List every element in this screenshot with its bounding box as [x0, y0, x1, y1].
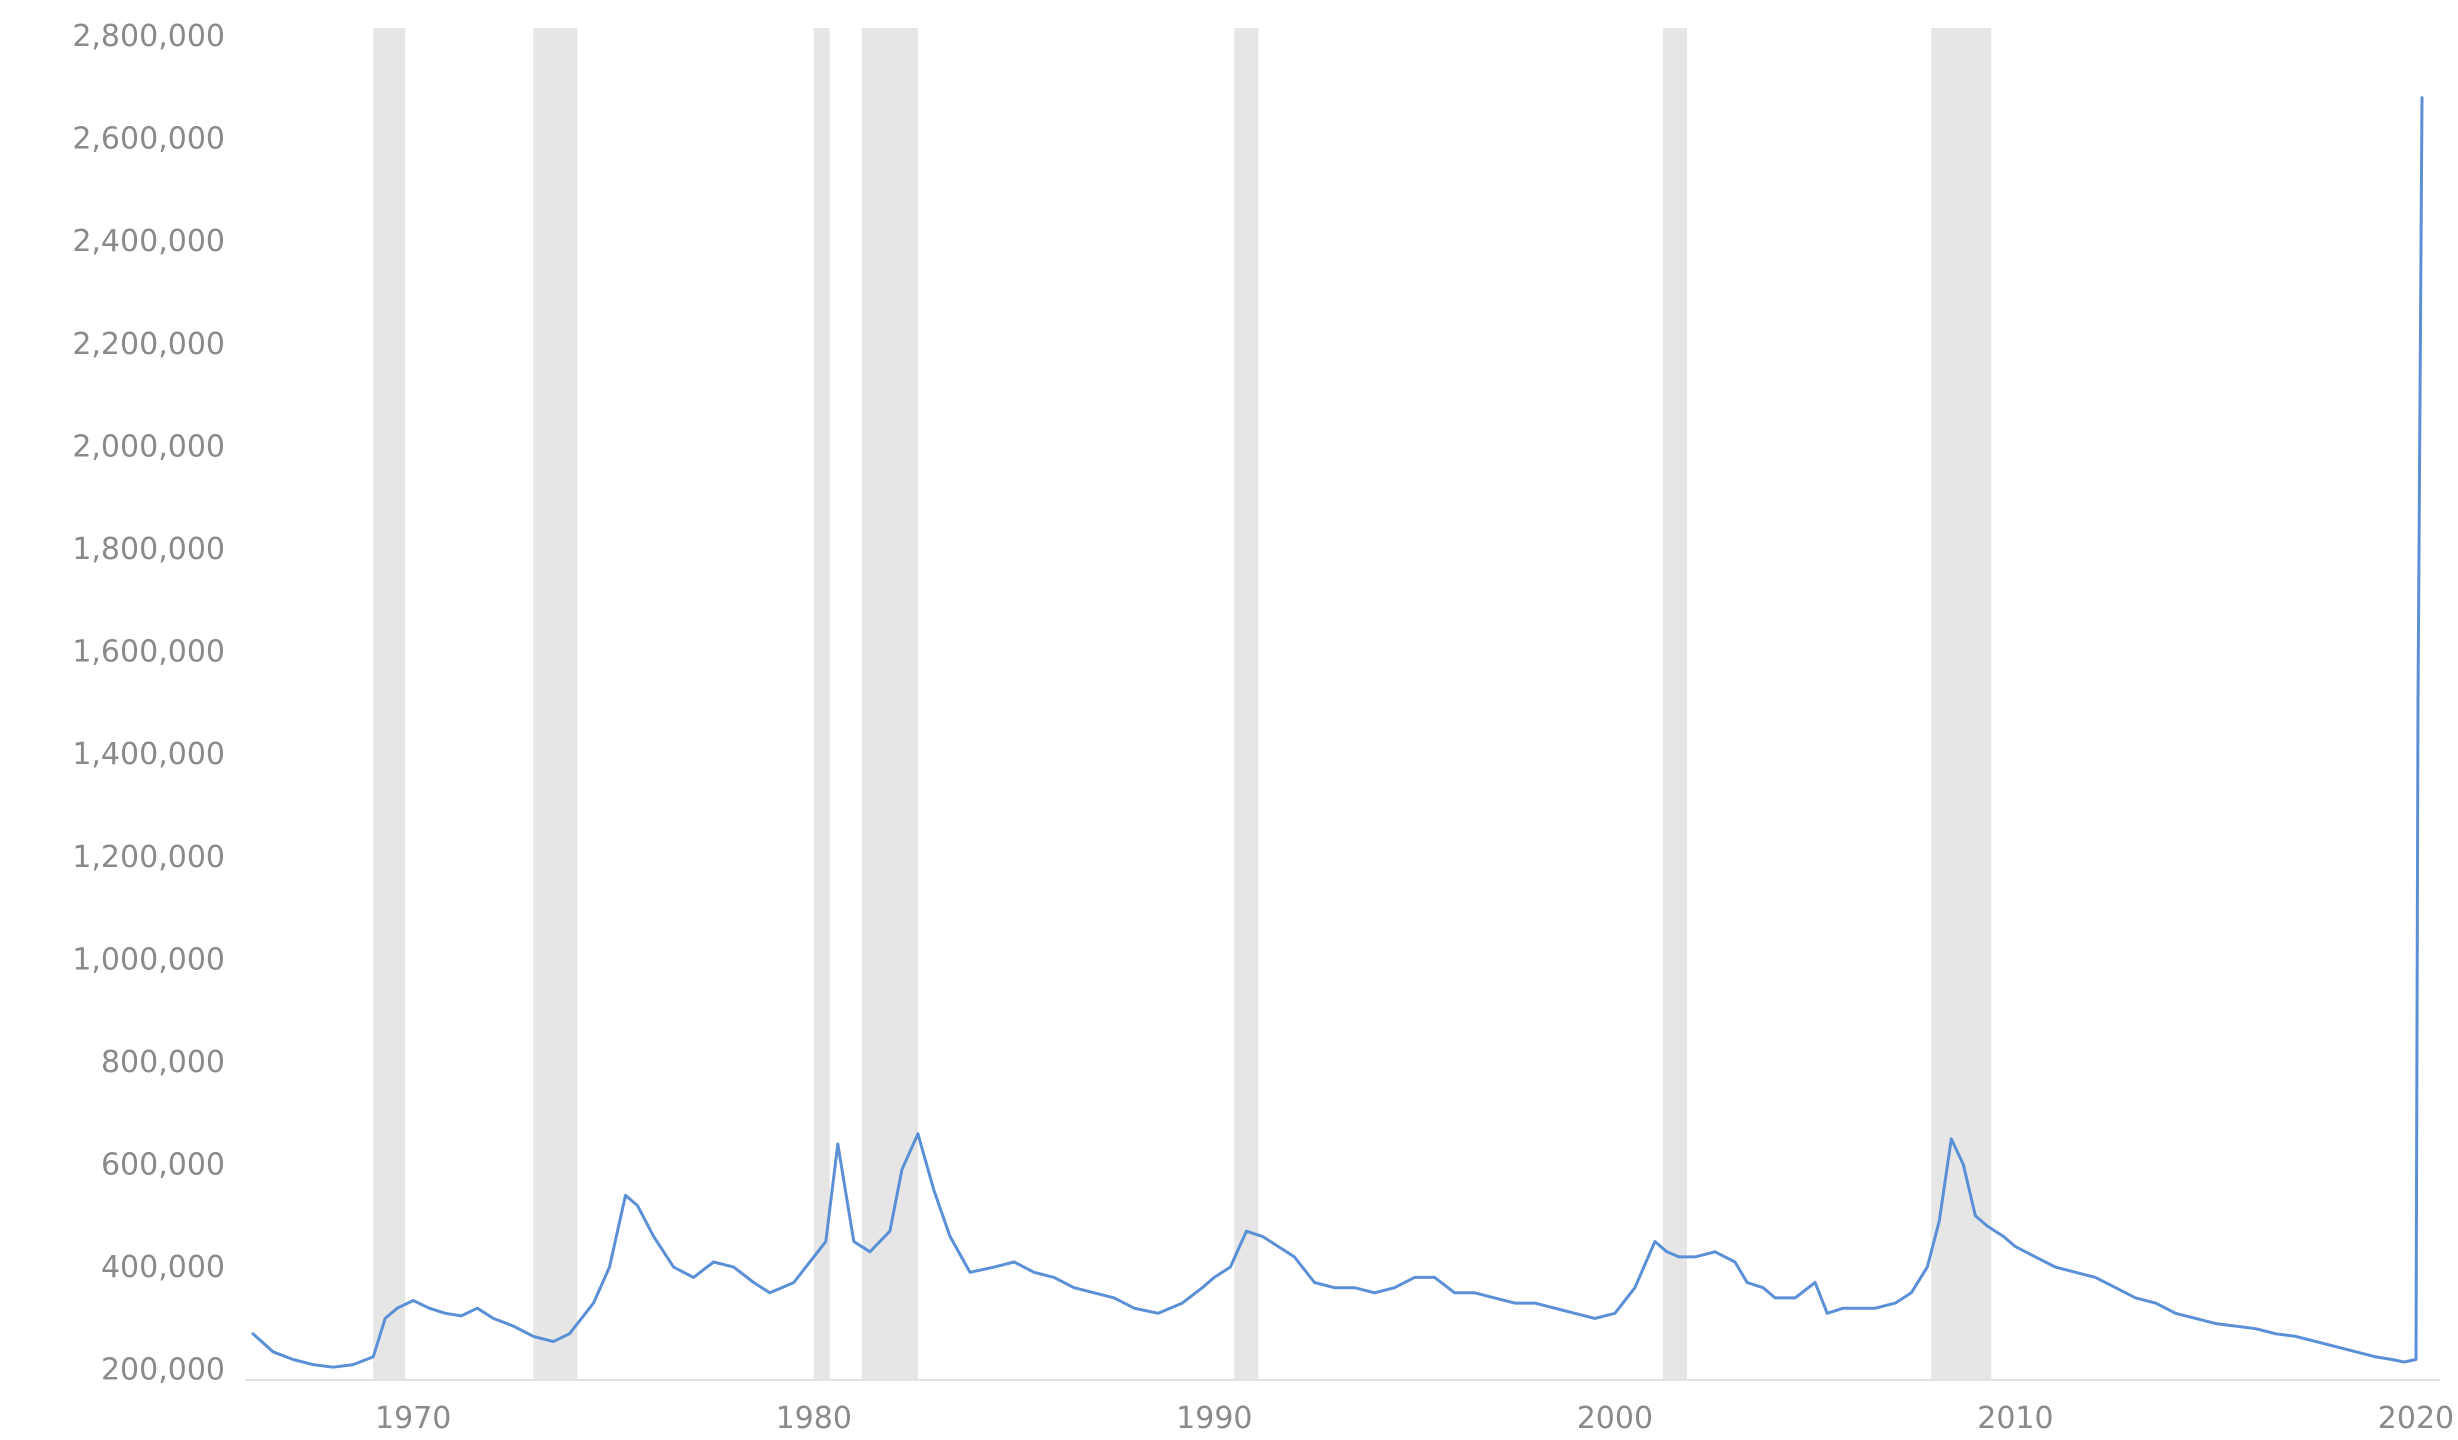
y-tick-label: 2,800,000 [72, 19, 225, 54]
y-tick-label: 1,600,000 [72, 635, 225, 670]
y-tick-label: 1,000,000 [72, 942, 225, 977]
y-tick-label: 1,200,000 [72, 840, 225, 875]
recession-band [1662, 28, 1687, 1380]
x-tick-label: 1970 [375, 1401, 451, 1436]
x-axis-tick-labels: 1970 1980 1990 2000 2010 2020 [375, 1401, 2454, 1436]
x-tick-label: 1990 [1176, 1401, 1252, 1436]
y-tick-label: 1,400,000 [72, 737, 225, 772]
series-group [251, 96, 2424, 1369]
recession-band [533, 28, 578, 1380]
y-tick-label: 2,400,000 [72, 224, 225, 259]
y-tick-label: 600,000 [101, 1148, 225, 1183]
series-line [251, 96, 2424, 1369]
y-tick-label: 400,000 [101, 1250, 225, 1285]
x-tick-label: 2020 [2378, 1401, 2454, 1436]
y-tick-label: 2,200,000 [72, 327, 225, 362]
recession-bands [373, 28, 1992, 1380]
y-tick-label: 2,600,000 [72, 122, 225, 157]
recession-band [373, 28, 406, 1380]
recession-band [813, 28, 830, 1380]
y-axis-tick-labels: 200,000 400,000 600,000 800,000 1,000,000 1,2… [72, 19, 225, 1388]
recession-band [861, 28, 918, 1380]
y-tick-label: 200,000 [101, 1353, 225, 1388]
y-tick-label: 1,800,000 [72, 532, 225, 567]
x-tick-label: 2000 [1577, 1401, 1653, 1436]
y-tick-label: 2,000,000 [72, 429, 225, 464]
x-tick-label: 1980 [776, 1401, 852, 1436]
y-tick-label: 800,000 [101, 1045, 225, 1080]
x-tick-label: 2010 [1977, 1401, 2053, 1436]
recession-band [1234, 28, 1259, 1380]
recession-band [1931, 28, 1992, 1380]
